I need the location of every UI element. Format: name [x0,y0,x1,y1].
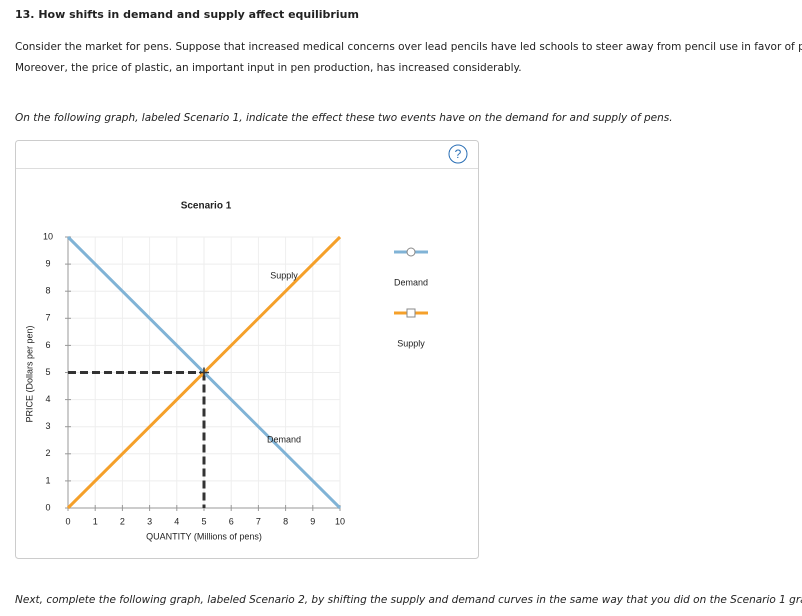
footer-instruction: Next, complete the following graph, labe… [15,594,802,606]
equilibrium-marker [199,367,209,378]
x-tick-label: 7 [256,516,261,526]
x-tick-label: 0 [65,516,70,526]
curve [66,235,342,510]
x-axis-label: QUANTITY (Millions of pens) [146,531,262,541]
y-axis-label: PRICE (Dollars per pen) [24,325,34,422]
intro-line: Moreover, the price of plastic, an impor… [15,62,522,74]
legend-label: Supply [397,338,425,348]
x-tick-label: 6 [229,516,234,526]
x-tick-label: 8 [283,516,288,526]
legend-label: Demand [394,277,428,287]
y-tick-label: 8 [45,286,50,296]
x-tick-label: 5 [201,516,206,526]
y-tick-label: 3 [45,421,50,431]
help-icon[interactable]: ? [455,147,462,161]
x-tick-label: 9 [310,516,315,526]
y-tick-label: 9 [45,258,50,268]
y-tick-label: 1 [45,475,50,485]
y-tick-label: 5 [45,367,50,377]
legend-icon-marker [406,247,416,257]
y-tick-label: 2 [45,448,50,458]
curve [66,235,342,510]
help-button[interactable] [448,144,468,164]
x-tick-label: 3 [147,516,152,526]
y-tick-label: 10 [43,231,53,241]
intro-line: Consider the market for pens. Suppose th… [15,41,802,53]
x-tick-label: 10 [335,516,345,526]
y-tick-label: 7 [45,313,50,323]
legend-icon-marker [406,308,416,318]
y-tick-label: 0 [45,502,50,512]
y-tick-label: 4 [45,394,50,404]
x-tick-label: 2 [120,516,125,526]
curve-label: Demand [267,434,301,444]
panel [15,140,479,559]
curve-label: Supply [270,270,298,280]
instruction: On the following graph, labeled Scenario… [15,112,673,124]
x-tick-label: 1 [93,516,98,526]
chart-title: Scenario 1 [181,201,232,212]
x-tick-label: 4 [174,516,179,526]
y-tick-label: 6 [45,340,50,350]
question-title: 13. How shifts in demand and supply affe… [15,8,359,21]
